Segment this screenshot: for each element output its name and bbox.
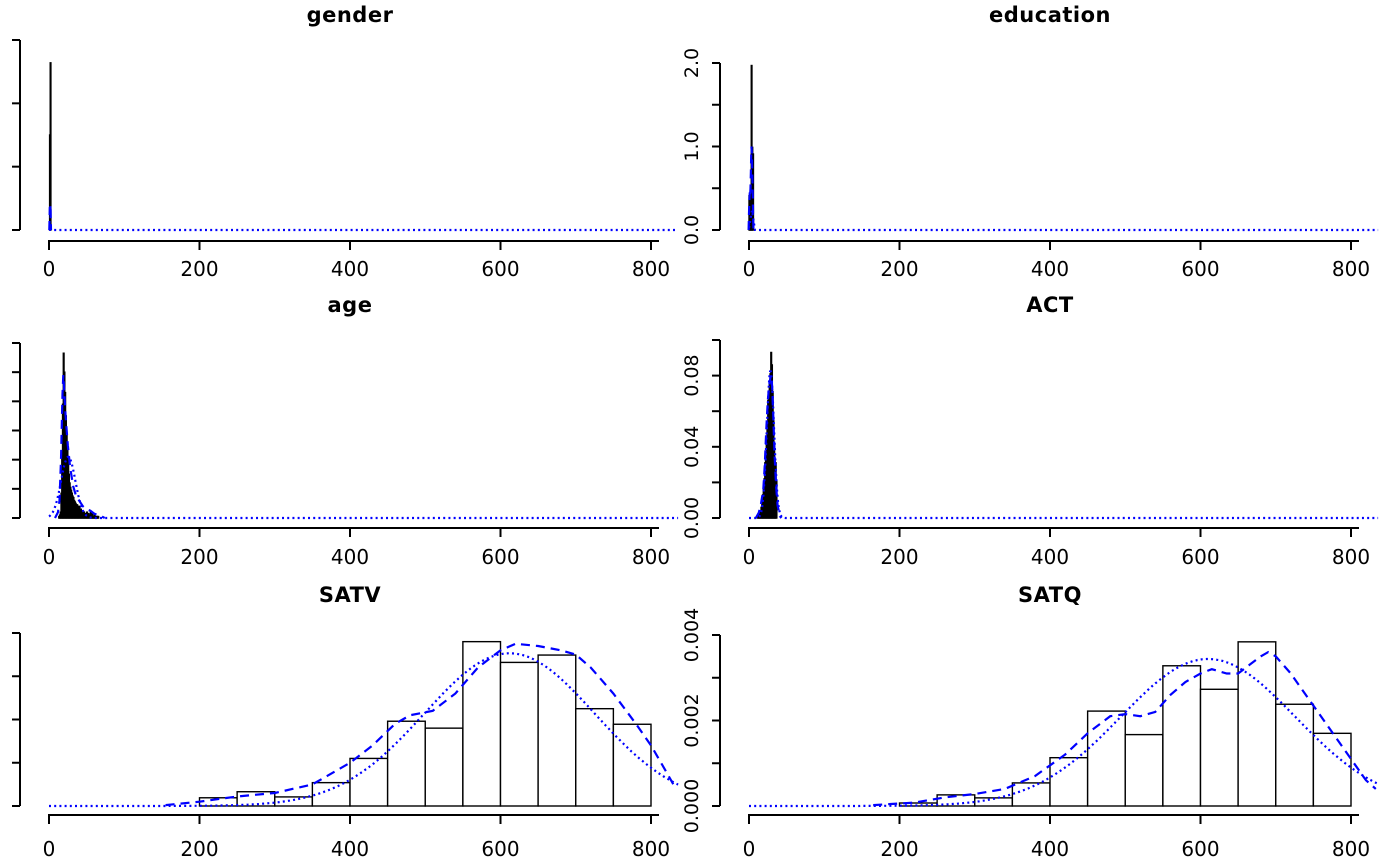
svg-text:0.000: 0.000 xyxy=(681,779,703,833)
chart-title-education: education xyxy=(989,3,1111,27)
x-axis xyxy=(48,240,659,250)
svg-text:600: 600 xyxy=(1181,257,1219,281)
svg-text:0: 0 xyxy=(743,257,756,281)
y-tick-labels: 0.000 0.002 0.004 xyxy=(681,608,703,833)
svg-text:800: 800 xyxy=(632,257,670,281)
density-curve-dashed xyxy=(873,650,1377,807)
svg-text:400: 400 xyxy=(331,545,369,569)
density-curve-dashed xyxy=(165,642,677,807)
svg-text:0.04: 0.04 xyxy=(681,426,703,468)
x-tick-labels: 0 200 400 600 800 xyxy=(43,837,670,861)
svg-text:200: 200 xyxy=(880,257,918,281)
svg-text:200: 200 xyxy=(880,545,918,569)
svg-text:0.002: 0.002 xyxy=(681,693,703,747)
y-axis xyxy=(712,62,721,231)
x-axis xyxy=(48,814,659,824)
panel-satv: SATV 0 200 400 600 800 xyxy=(0,580,700,866)
panel-act: ACT 0 200 400 600 800 0.00 0.04 0.08 xyxy=(681,290,1400,580)
y-axis xyxy=(712,634,721,807)
svg-text:600: 600 xyxy=(1181,837,1219,861)
y-tick-labels: 0.00 0.04 0.08 xyxy=(681,354,703,539)
panel-gender: gender 0 200 400 600 800 xyxy=(0,0,700,290)
density-curve-dashed xyxy=(48,204,53,231)
svg-text:1.0: 1.0 xyxy=(681,131,703,161)
chart-canvas-age: 0 200 400 600 800 xyxy=(12,342,679,569)
svg-text:0.004: 0.004 xyxy=(681,608,703,662)
x-axis xyxy=(748,527,1359,537)
x-tick-labels: 0 200 400 600 800 xyxy=(43,257,670,281)
svg-text:0.0: 0.0 xyxy=(681,215,703,245)
svg-text:800: 800 xyxy=(632,545,670,569)
panel-satq: SATQ 0 200 400 600 800 0.000 0.002 0.004 xyxy=(681,580,1400,866)
normal-curve-dotted xyxy=(749,657,1379,808)
svg-text:200: 200 xyxy=(180,545,218,569)
chart-title-gender: gender xyxy=(306,3,394,27)
x-tick-labels: 0 200 400 600 800 xyxy=(743,257,1370,281)
svg-text:800: 800 xyxy=(632,837,670,861)
panel-education: education 0 200 400 600 800 0.0 1.0 2.0 xyxy=(681,0,1400,290)
histogram-bars xyxy=(58,352,100,519)
svg-text:400: 400 xyxy=(1031,837,1069,861)
normal-curve-dotted xyxy=(747,210,1379,232)
chart-title-satq: SATQ xyxy=(1018,583,1082,607)
svg-text:400: 400 xyxy=(1031,545,1069,569)
x-tick-labels: 0 200 400 600 800 xyxy=(743,545,1370,569)
panel-age: age 0 200 400 600 800 xyxy=(0,290,700,580)
x-tick-labels: 0 200 400 600 800 xyxy=(43,545,670,569)
svg-text:600: 600 xyxy=(481,257,519,281)
svg-text:800: 800 xyxy=(1332,545,1370,569)
svg-text:600: 600 xyxy=(481,545,519,569)
svg-text:0: 0 xyxy=(43,545,56,569)
chart-canvas-satq: 0 200 400 600 800 0.000 0.002 0.004 xyxy=(681,608,1379,861)
svg-text:600: 600 xyxy=(481,837,519,861)
chart-canvas-act: 0 200 400 600 800 0.00 0.04 0.08 xyxy=(681,339,1379,569)
density-curve-dashed xyxy=(747,146,755,231)
x-axis xyxy=(48,527,659,537)
histogram-bars xyxy=(48,62,52,231)
chart-title-satv: SATV xyxy=(318,583,382,607)
normal-curve-dotted xyxy=(749,370,1379,520)
histogram-bars xyxy=(198,640,652,807)
y-tick-labels: 0.0 1.0 2.0 xyxy=(681,48,703,245)
svg-text:200: 200 xyxy=(180,837,218,861)
svg-text:0: 0 xyxy=(43,837,56,861)
y-axis xyxy=(712,339,721,519)
y-axis xyxy=(12,632,21,807)
svg-text:200: 200 xyxy=(180,257,218,281)
svg-text:0: 0 xyxy=(43,257,56,281)
y-axis xyxy=(12,39,21,231)
x-axis xyxy=(748,240,1359,250)
chart-canvas-gender: 0 200 400 600 800 xyxy=(12,39,679,281)
svg-text:0: 0 xyxy=(743,837,756,861)
x-axis xyxy=(748,814,1359,824)
svg-text:400: 400 xyxy=(331,257,369,281)
svg-text:0: 0 xyxy=(743,545,756,569)
svg-text:0.08: 0.08 xyxy=(681,354,703,396)
svg-text:0.00: 0.00 xyxy=(681,497,703,539)
histogram-bars xyxy=(898,641,1352,807)
density-curve-dashed xyxy=(54,375,106,519)
y-axis xyxy=(12,342,21,519)
svg-text:800: 800 xyxy=(1332,257,1370,281)
chart-canvas-satv: 0 200 400 600 800 xyxy=(12,632,679,861)
normal-curve-dotted xyxy=(49,652,679,808)
chart-canvas-education: 0 200 400 600 800 0.0 1.0 2.0 xyxy=(681,48,1379,281)
svg-text:200: 200 xyxy=(880,837,918,861)
svg-text:800: 800 xyxy=(1332,837,1370,861)
normal-curve-dotted xyxy=(48,455,679,520)
density-curve-dashed xyxy=(754,375,783,519)
svg-text:2.0: 2.0 xyxy=(681,48,703,78)
chart-title-act: ACT xyxy=(1026,293,1074,317)
svg-text:400: 400 xyxy=(331,837,369,861)
x-tick-labels: 0 200 400 600 800 xyxy=(743,837,1370,861)
svg-text:400: 400 xyxy=(1031,257,1069,281)
chart-title-age: age xyxy=(327,293,373,317)
svg-text:600: 600 xyxy=(1181,545,1219,569)
